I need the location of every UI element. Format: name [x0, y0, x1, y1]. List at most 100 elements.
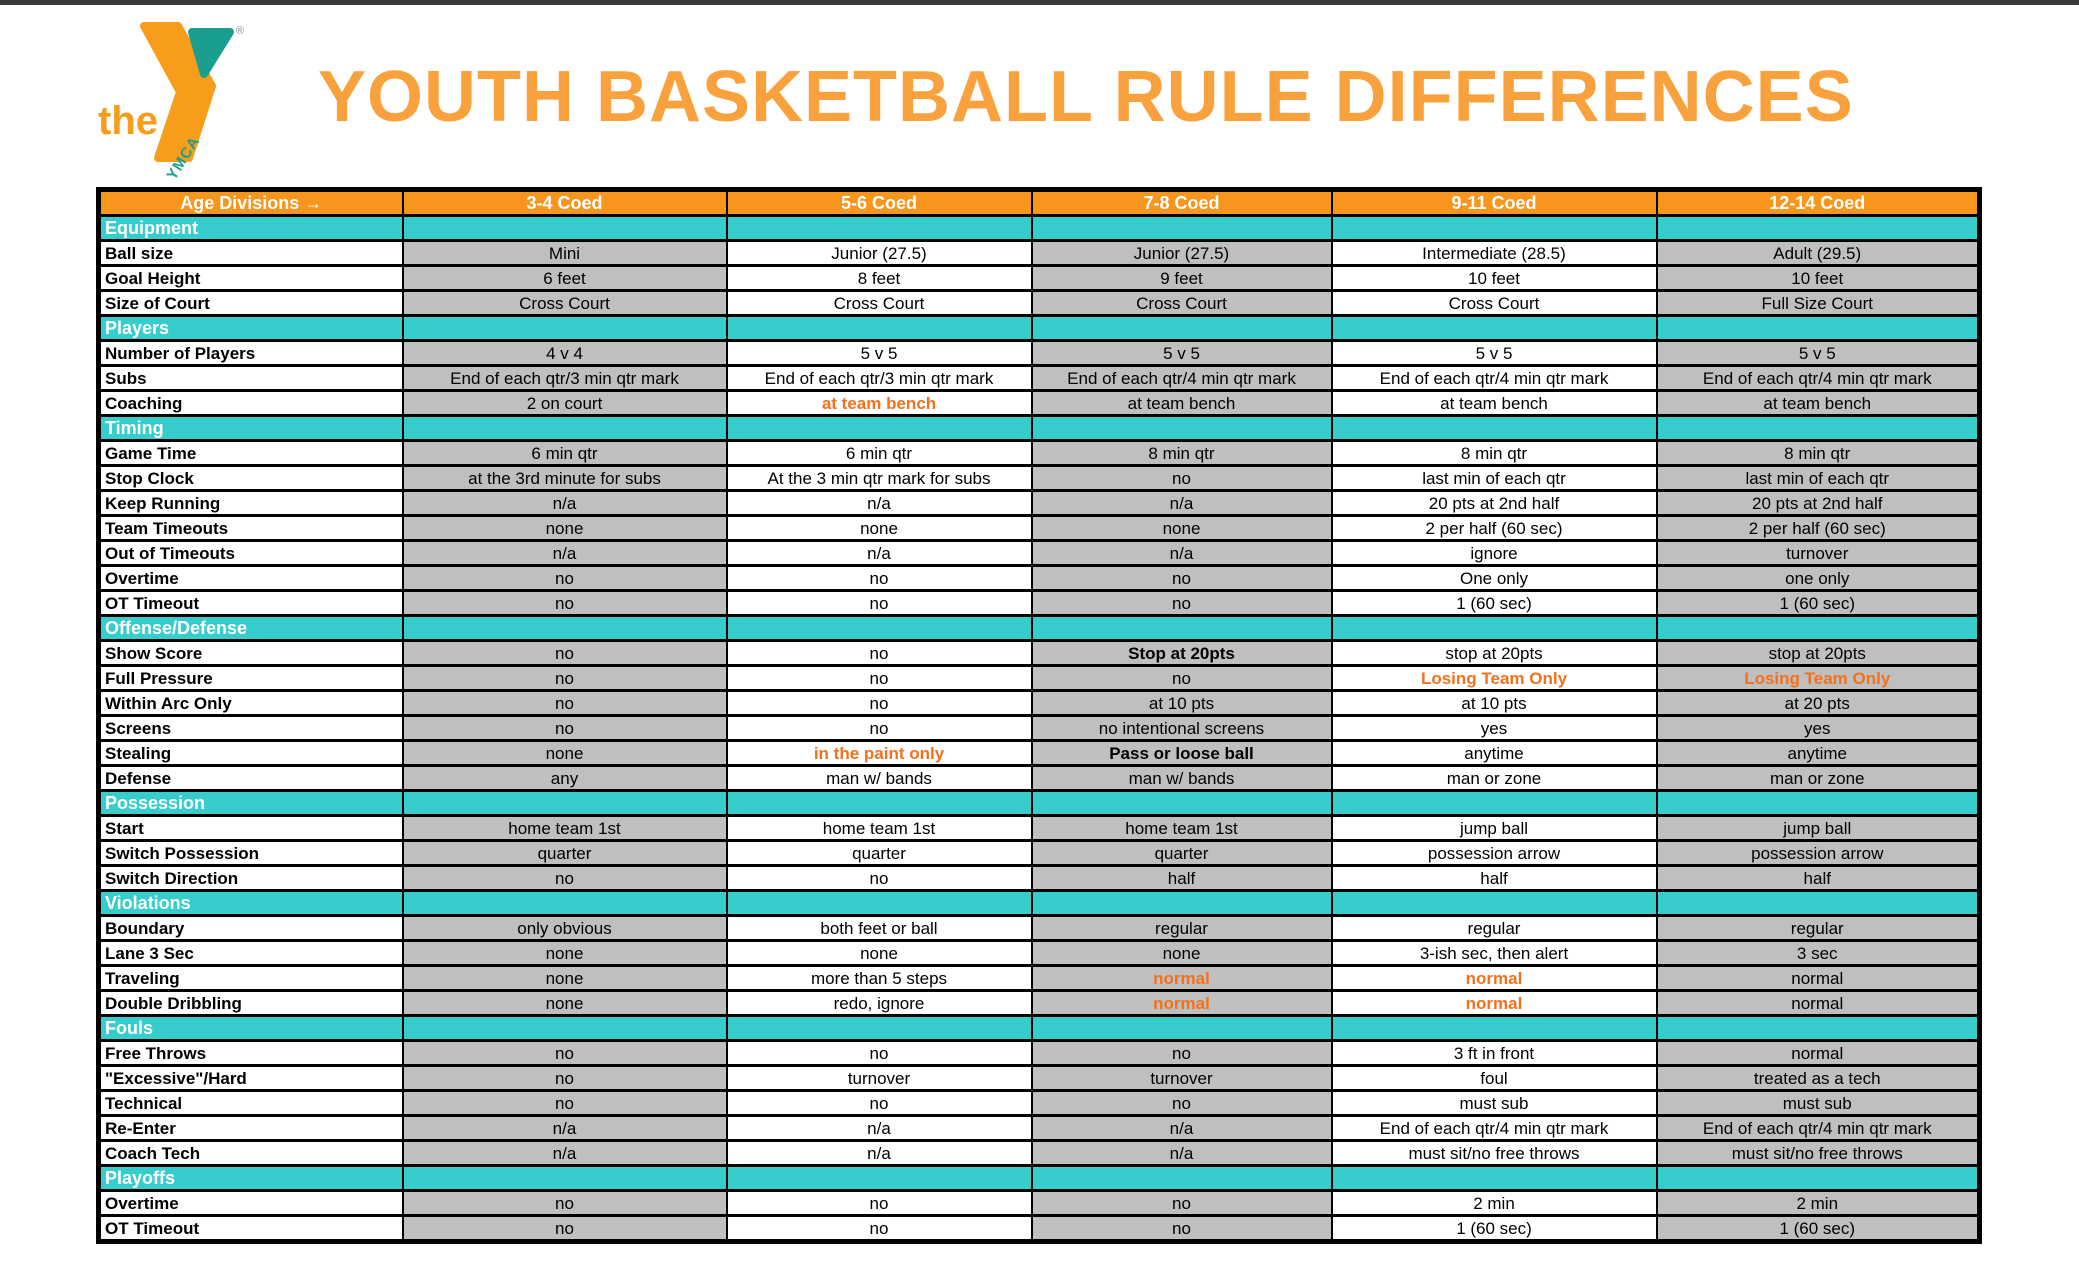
value-cell: 2 per half (60 sec) [1330, 514, 1658, 542]
section-cell [1330, 1014, 1658, 1042]
value-cell: 2 per half (60 sec) [1655, 514, 1981, 542]
rules-table-container: Age Divisions → 3-4 Coed 5-6 Coed 7-8 Coed 9… [96, 187, 1982, 1244]
value-cell: n/a [725, 539, 1033, 567]
row-label: Free Throws [97, 1039, 404, 1067]
value-cell: at team bench [1655, 389, 1981, 417]
value-cell: 8 min qtr [1030, 439, 1333, 467]
value-cell: no [401, 589, 728, 617]
value-cell: none [725, 514, 1033, 542]
value-cell: End of each qtr/4 min qtr mark [1330, 364, 1658, 392]
value-cell: 3 sec [1655, 939, 1981, 967]
value-cell: half [1655, 864, 1981, 892]
value-cell: turnover [1655, 539, 1981, 567]
value-cell: 6 min qtr [725, 439, 1033, 467]
value-cell: no [1030, 1089, 1333, 1117]
value-cell: no [725, 689, 1033, 717]
value-cell: One only [1330, 564, 1658, 592]
value-cell: at 20 pts [1655, 689, 1981, 717]
row-label: Stealing [97, 739, 404, 767]
ymca-logo: ® the YMCA [98, 20, 250, 187]
value-cell: ignore [1330, 539, 1658, 567]
section-row: Possession [97, 789, 1981, 817]
value-cell: half [1030, 864, 1333, 892]
section-label: Violations [97, 889, 404, 917]
section-cell [1655, 1014, 1981, 1042]
table-body: Equipment Ball size Mini Junior (27.5) Junio… [97, 214, 1981, 1243]
section-cell [401, 214, 728, 242]
logo-triangle [188, 28, 234, 78]
rule-row: Re-Enter n/a n/a n/a End of each qtr/4 min q… [97, 1114, 1981, 1142]
value-cell: 20 pts at 2nd half [1330, 489, 1658, 517]
section-cell [1330, 214, 1658, 242]
value-cell: normal [1655, 989, 1981, 1017]
rule-row: Lane 3 Sec none none none 3-ish sec, then al… [97, 939, 1981, 967]
value-cell: 1 (60 sec) [1655, 1214, 1981, 1243]
rule-row: Subs End of each qtr/3 min qtr mark End of… [97, 364, 1981, 392]
rule-row: Traveling none more than 5 steps normal norm… [97, 964, 1981, 992]
value-cell: no [725, 564, 1033, 592]
rule-row: Overtime no no no 2 min 2 min [97, 1189, 1981, 1217]
section-cell [401, 889, 728, 917]
value-cell: must sit/no free throws [1330, 1139, 1658, 1167]
value-cell: Losing Team Only [1330, 664, 1658, 692]
section-cell [725, 1014, 1033, 1042]
value-cell: End of each qtr/4 min qtr mark [1330, 1114, 1658, 1142]
section-cell [401, 614, 728, 642]
value-cell: one only [1655, 564, 1981, 592]
rule-row: Game Time 6 min qtr 6 min qtr 8 min qtr 8 mi… [97, 439, 1981, 467]
value-cell: treated as a tech [1655, 1064, 1981, 1092]
header-age-col: 3-4 Coed [401, 188, 728, 217]
row-label: Subs [97, 364, 404, 392]
section-cell [725, 1164, 1033, 1192]
header-age-divisions: Age Divisions → [97, 188, 404, 217]
section-cell [401, 314, 728, 342]
value-cell: yes [1330, 714, 1658, 742]
row-label: Screens [97, 714, 404, 742]
value-cell: no [725, 864, 1033, 892]
section-cell [1330, 889, 1658, 917]
row-label: Defense [97, 764, 404, 792]
rule-row: Boundary only obvious both feet or ball reg… [97, 914, 1981, 942]
value-cell: Cross Court [725, 289, 1033, 317]
value-cell: stop at 20pts [1330, 639, 1658, 667]
value-cell: Junior (27.5) [1030, 239, 1333, 267]
value-cell: normal [1330, 964, 1658, 992]
section-cell [1655, 614, 1981, 642]
value-cell: no [1030, 464, 1333, 492]
row-label: Coach Tech [97, 1139, 404, 1167]
rule-row: "Excessive"/Hard no turnover turnover foul tr… [97, 1064, 1981, 1092]
value-cell: no [401, 689, 728, 717]
value-cell: End of each qtr/3 min qtr mark [725, 364, 1033, 392]
value-cell: Cross Court [1030, 289, 1333, 317]
value-cell: regular [1655, 914, 1981, 942]
value-cell: no [725, 714, 1033, 742]
section-row: Offense/Defense [97, 614, 1981, 642]
value-cell: anytime [1330, 739, 1658, 767]
section-label: Possession [97, 789, 404, 817]
section-cell [725, 414, 1033, 442]
top-border [0, 0, 2079, 5]
row-label: Show Score [97, 639, 404, 667]
registered-mark: ® [236, 25, 244, 37]
value-cell: n/a [725, 489, 1033, 517]
row-label: Game Time [97, 439, 404, 467]
value-cell: 8 min qtr [1330, 439, 1658, 467]
value-cell: 5 v 5 [1655, 339, 1981, 367]
logo-the-text: the [98, 99, 158, 143]
value-cell: n/a [1030, 1114, 1333, 1142]
header-age-col: 7-8 Coed [1030, 188, 1333, 217]
value-cell: no [1030, 1039, 1333, 1067]
section-cell [1030, 1164, 1333, 1192]
row-label: Size of Court [97, 289, 404, 317]
value-cell: n/a [401, 1114, 728, 1142]
row-label: Number of Players [97, 339, 404, 367]
value-cell: none [1030, 514, 1333, 542]
row-label: Traveling [97, 964, 404, 992]
row-label: Overtime [97, 1189, 404, 1217]
value-cell: only obvious [401, 914, 728, 942]
row-label: Switch Direction [97, 864, 404, 892]
section-row: Playoffs [97, 1164, 1981, 1192]
section-label: Fouls [97, 1014, 404, 1042]
section-cell [1330, 614, 1658, 642]
